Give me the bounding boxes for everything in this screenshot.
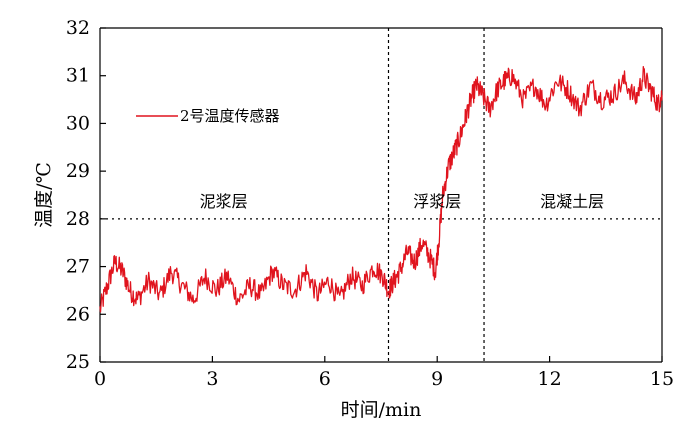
y-tick-label: 26 xyxy=(66,303,90,325)
zone-label: 浮浆层 xyxy=(413,192,461,211)
y-tick-label: 29 xyxy=(66,160,90,182)
y-tick-label: 25 xyxy=(66,351,90,373)
x-tick-label: 3 xyxy=(206,368,218,390)
y-tick-label: 31 xyxy=(66,65,90,87)
y-tick-label: 30 xyxy=(66,112,90,134)
x-tick-label: 15 xyxy=(650,368,674,390)
legend: 2号温度传感器 xyxy=(136,107,280,125)
legend-label: 2号温度传感器 xyxy=(180,107,280,125)
y-tick-label: 28 xyxy=(66,208,90,230)
y-axis-title: 温度/℃ xyxy=(33,162,55,228)
x-axis-title: 时间/min xyxy=(341,399,422,421)
x-tick-label: 9 xyxy=(431,368,443,390)
zone-label: 泥浆层 xyxy=(200,192,248,211)
y-tick-label: 32 xyxy=(66,17,90,39)
zone-label: 混凝土层 xyxy=(540,192,604,211)
reference-lines xyxy=(100,28,662,362)
axis-ticks: 0 3 6 9 12 15 25 26 27 28 29 30 31 32 xyxy=(66,17,674,390)
series-line-sensor-2 xyxy=(99,65,663,313)
x-tick-label: 0 xyxy=(94,368,106,390)
zone-labels: 泥浆层 浮浆层 混凝土层 xyxy=(200,192,604,211)
x-tick-label: 6 xyxy=(319,368,331,390)
y-tick-label: 27 xyxy=(66,256,90,278)
x-tick-label: 12 xyxy=(538,368,562,390)
